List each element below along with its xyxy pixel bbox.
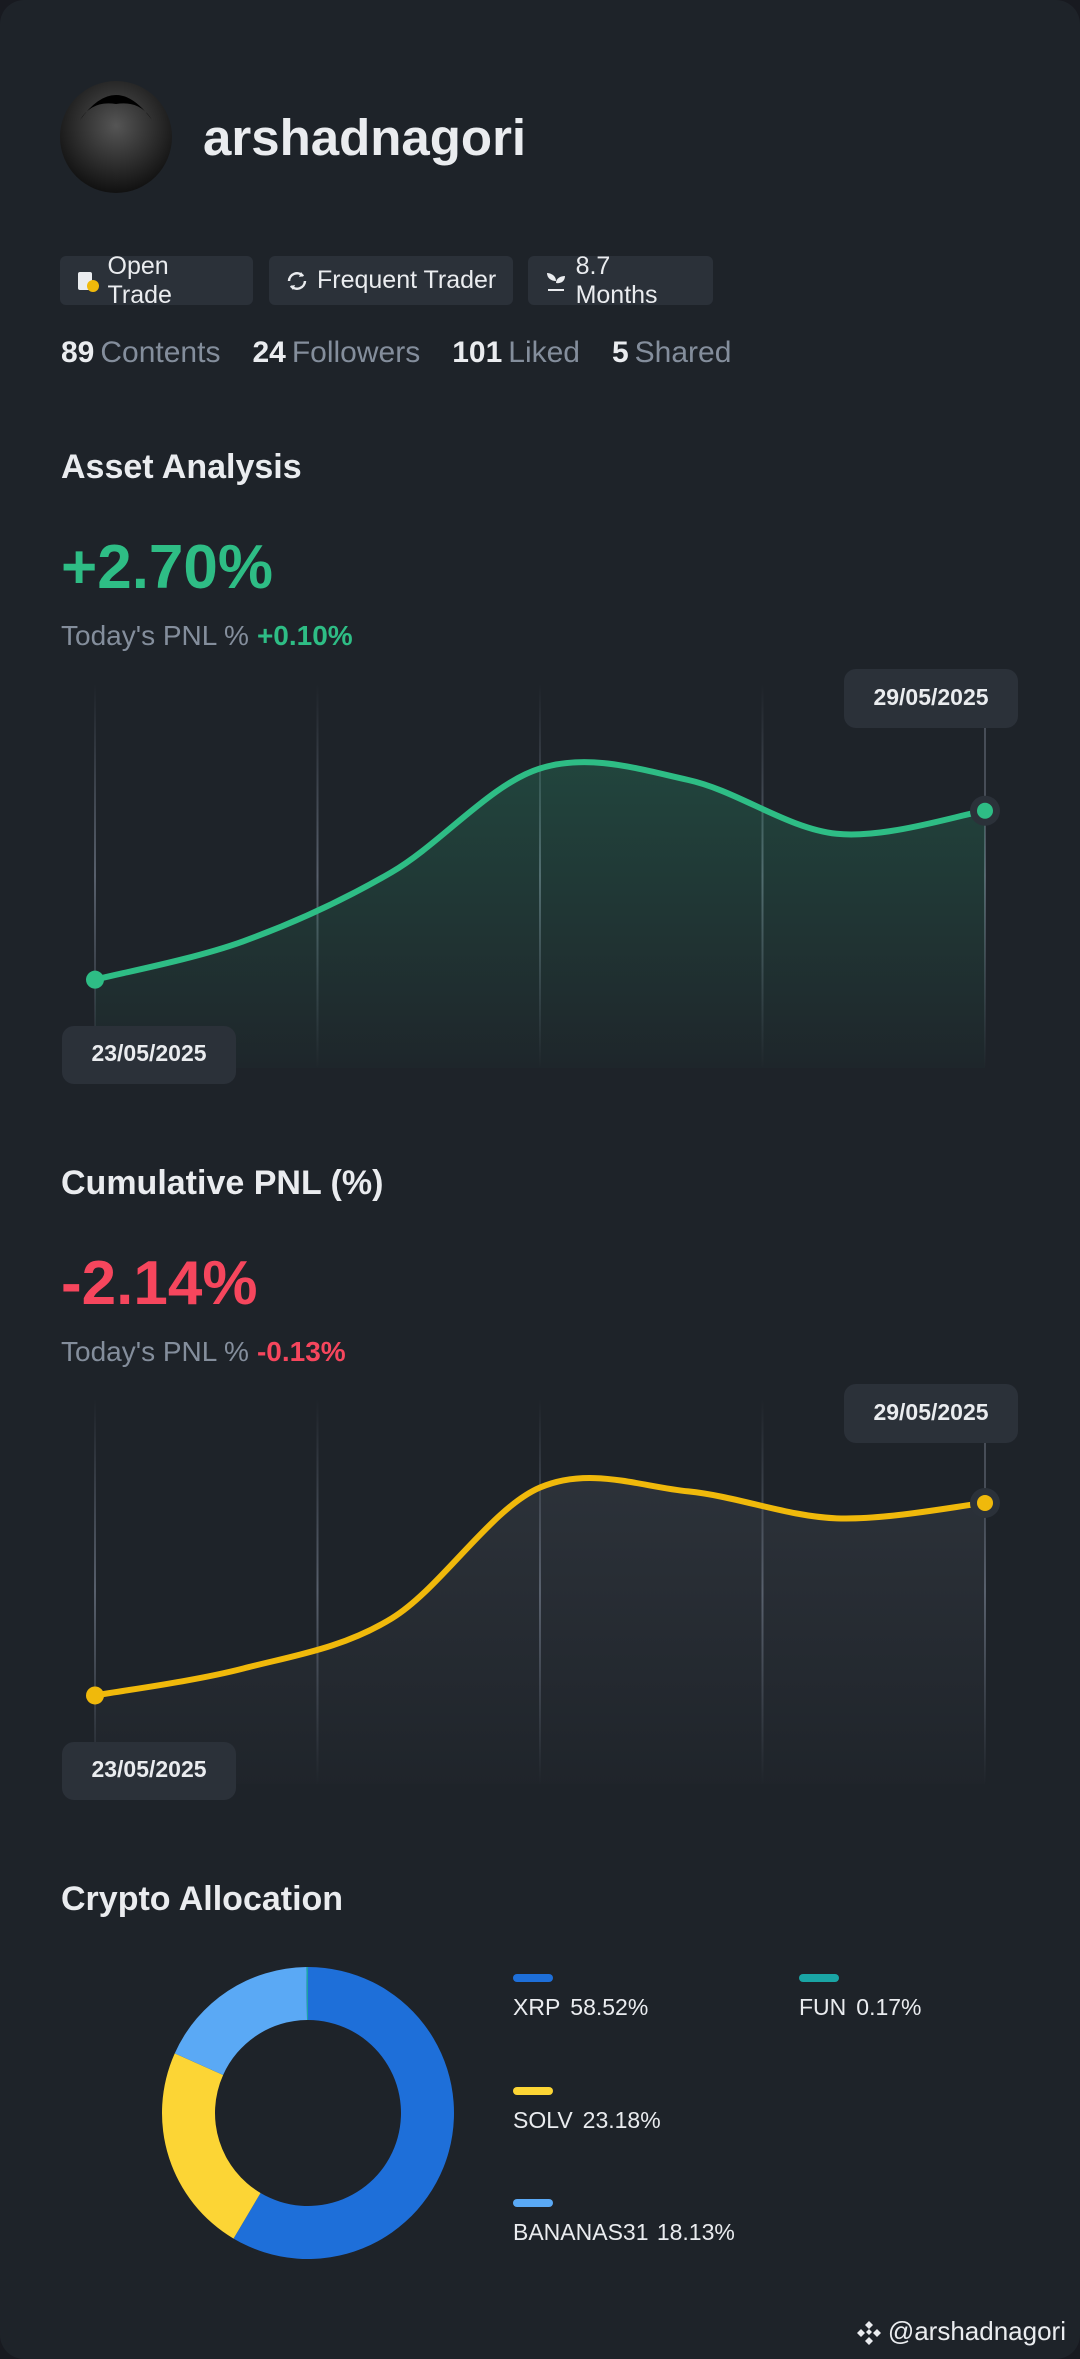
stat-label: Followers — [291, 336, 421, 369]
stat[interactable]: 89 Contents — [61, 336, 220, 370]
stat-label: Shared — [634, 336, 732, 369]
section-title: Cumulative PNL (%) — [61, 1164, 384, 1202]
badge-icon — [287, 271, 307, 290]
line — [92, 759, 988, 983]
legend-value: 58.52% — [570, 1994, 648, 2020]
subtitle: Today's PNL % -0.13% — [61, 1336, 346, 1368]
end-point — [977, 1494, 993, 1511]
line — [92, 1475, 988, 1699]
start-point — [86, 1686, 104, 1705]
section-title: Asset Analysis — [61, 448, 302, 486]
donut-slice — [233, 1967, 454, 2259]
legend-entry: BANANAS31 18.13% — [513, 2219, 735, 2245]
badge[interactable]: 8.7 Months — [528, 252, 713, 309]
end-point — [977, 802, 993, 819]
badge-icon — [547, 272, 565, 291]
footer-logo — [856, 2320, 881, 2345]
tooltip — [62, 1742, 236, 1800]
stats-row: 89 Contents 24 Followers 101 Liked 5 Shared — [61, 336, 731, 370]
subtitle: Today's PNL % +0.10% — [61, 620, 353, 652]
footer-handle: @arshadnagori — [887, 2316, 1066, 2346]
legend-swatch — [513, 1974, 553, 1982]
stat-value: 5 — [611, 336, 629, 369]
donut-slice — [306, 1967, 308, 2021]
badge-label: Frequent Trader — [317, 266, 497, 294]
badge-icon — [78, 271, 99, 292]
subtitle-label: Today's PNL % — [61, 620, 249, 651]
stat-value: 101 — [452, 336, 503, 369]
stat-label: Contents — [100, 336, 221, 369]
badge[interactable]: Frequent Trader — [269, 256, 513, 305]
badge[interactable]: Open Trade — [60, 252, 253, 309]
legend-name: XRP — [513, 1994, 560, 2020]
badge-label: 8.7 Months — [575, 251, 658, 309]
legend-name: BANANAS31 — [513, 2219, 648, 2245]
badge-label: Open Trade — [107, 251, 172, 309]
grid-line — [94, 1399, 96, 1784]
avatar-hair — [80, 95, 152, 120]
tooltip-label: 29/05/2025 — [873, 684, 988, 710]
legend-entry: FUN 0.17% — [799, 1994, 922, 2020]
legend-entry: XRP 58.52% — [513, 1994, 648, 2020]
section-title: Crypto Allocation — [61, 1880, 344, 1918]
headline: +2.70% — [61, 533, 274, 602]
legend-swatch — [513, 2087, 553, 2095]
stat[interactable]: 24 Followers — [252, 336, 420, 370]
area — [95, 1477, 985, 1784]
legend-swatch — [513, 2199, 553, 2207]
stat[interactable]: 101 Liked — [452, 336, 580, 370]
legend-entry: SOLV 23.18% — [513, 2107, 661, 2133]
donut-slice — [161, 2053, 261, 2239]
legend-value: 18.13% — [657, 2219, 735, 2245]
footer: @arshadnagori — [856, 2316, 1066, 2347]
legend-name: FUN — [799, 1994, 846, 2020]
grid-line — [316, 1399, 319, 1784]
legend-value: 0.17% — [856, 1994, 921, 2020]
subtitle-value: +0.10% — [256, 620, 353, 651]
stat-label: Liked — [508, 336, 580, 369]
stat[interactable]: 5 Shared — [612, 336, 731, 370]
tooltip-label: 23/05/2025 — [91, 1040, 206, 1066]
tooltip — [844, 1384, 1018, 1443]
subtitle-value: -0.13% — [256, 1336, 346, 1367]
tooltip-label: 29/05/2025 — [873, 1399, 988, 1425]
subtitle-label: Today's PNL % — [61, 1336, 249, 1367]
username[interactable]: arshadnagori — [203, 109, 527, 166]
legend-value: 23.18% — [583, 2107, 661, 2133]
stat-value: 89 — [61, 336, 95, 369]
area — [95, 762, 985, 1068]
start-point — [86, 970, 104, 989]
tooltip — [62, 1026, 236, 1084]
grid-line — [316, 684, 319, 1068]
headline: -2.14% — [61, 1249, 258, 1318]
tooltip-label: 23/05/2025 — [91, 1756, 206, 1782]
tooltip — [844, 669, 1018, 728]
legend-name: SOLV — [513, 2107, 573, 2133]
donut-slice — [174, 1967, 308, 2075]
legend-swatch — [799, 1974, 839, 1982]
stat-value: 24 — [252, 336, 286, 369]
grid-line — [94, 684, 96, 1068]
avatar[interactable] — [60, 81, 172, 193]
